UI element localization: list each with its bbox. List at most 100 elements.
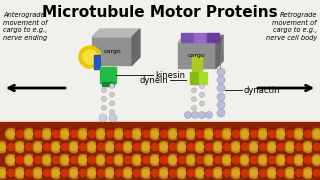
Circle shape	[124, 169, 132, 177]
Circle shape	[86, 168, 98, 179]
Circle shape	[61, 130, 68, 138]
Circle shape	[160, 130, 168, 138]
Circle shape	[99, 114, 107, 122]
Circle shape	[204, 141, 214, 152]
Circle shape	[191, 88, 196, 93]
Circle shape	[33, 141, 44, 152]
Circle shape	[205, 111, 212, 118]
Circle shape	[293, 129, 305, 140]
Circle shape	[114, 129, 124, 140]
Circle shape	[196, 156, 204, 164]
Circle shape	[195, 168, 205, 179]
Circle shape	[177, 154, 188, 165]
Text: Microtubule Motor Proteins: Microtubule Motor Proteins	[42, 5, 278, 20]
Circle shape	[217, 101, 225, 109]
Circle shape	[116, 143, 123, 151]
Circle shape	[284, 129, 295, 140]
Circle shape	[42, 129, 52, 140]
Circle shape	[260, 169, 267, 177]
Circle shape	[277, 143, 284, 151]
Circle shape	[251, 130, 258, 138]
Circle shape	[302, 168, 314, 179]
Circle shape	[60, 154, 70, 165]
Bar	[192, 56, 202, 72]
Circle shape	[199, 84, 204, 89]
Circle shape	[188, 156, 195, 164]
Text: kinesin: kinesin	[155, 71, 185, 80]
Circle shape	[258, 129, 268, 140]
Circle shape	[167, 168, 179, 179]
Circle shape	[61, 156, 68, 164]
Circle shape	[79, 156, 87, 164]
Bar	[207, 33, 219, 42]
Circle shape	[151, 156, 159, 164]
Circle shape	[88, 130, 96, 138]
Circle shape	[132, 168, 142, 179]
Circle shape	[230, 129, 242, 140]
Circle shape	[304, 130, 312, 138]
Circle shape	[133, 169, 140, 177]
Circle shape	[158, 168, 170, 179]
Circle shape	[77, 141, 89, 152]
Circle shape	[268, 169, 276, 177]
Circle shape	[140, 154, 151, 165]
Circle shape	[276, 141, 286, 152]
Circle shape	[23, 168, 35, 179]
Circle shape	[217, 76, 225, 84]
Circle shape	[142, 169, 149, 177]
Circle shape	[232, 156, 240, 164]
Circle shape	[177, 129, 188, 140]
Circle shape	[105, 168, 116, 179]
Circle shape	[179, 169, 186, 177]
Circle shape	[179, 143, 186, 151]
Circle shape	[79, 169, 87, 177]
Circle shape	[95, 141, 107, 152]
Circle shape	[77, 129, 89, 140]
Circle shape	[14, 141, 26, 152]
Circle shape	[205, 130, 212, 138]
Circle shape	[186, 154, 196, 165]
Circle shape	[51, 168, 61, 179]
Bar	[190, 72, 198, 84]
Text: dynactin: dynactin	[244, 86, 281, 94]
Circle shape	[188, 169, 195, 177]
Circle shape	[101, 88, 107, 93]
Circle shape	[7, 169, 15, 177]
Circle shape	[149, 154, 161, 165]
Circle shape	[25, 143, 33, 151]
Circle shape	[167, 154, 179, 165]
Circle shape	[101, 96, 107, 102]
Circle shape	[223, 143, 231, 151]
Circle shape	[251, 143, 258, 151]
Circle shape	[258, 154, 268, 165]
Circle shape	[196, 143, 204, 151]
Circle shape	[251, 156, 258, 164]
Text: Anterograde
movement of
cargo to e.g.,
nerve ending: Anterograde movement of cargo to e.g., n…	[3, 12, 47, 41]
Circle shape	[293, 154, 305, 165]
Circle shape	[61, 143, 68, 151]
Circle shape	[7, 156, 15, 164]
Circle shape	[149, 168, 161, 179]
Circle shape	[232, 130, 240, 138]
Circle shape	[23, 154, 35, 165]
Circle shape	[169, 169, 177, 177]
Circle shape	[35, 130, 42, 138]
Circle shape	[83, 50, 97, 64]
Circle shape	[14, 129, 26, 140]
Circle shape	[217, 84, 225, 92]
Circle shape	[114, 168, 124, 179]
Circle shape	[302, 129, 314, 140]
Circle shape	[160, 169, 168, 177]
Circle shape	[77, 154, 89, 165]
Circle shape	[277, 130, 284, 138]
Circle shape	[241, 169, 249, 177]
Circle shape	[124, 156, 132, 164]
Circle shape	[79, 46, 101, 68]
Circle shape	[260, 143, 267, 151]
Circle shape	[158, 141, 170, 152]
Circle shape	[167, 141, 179, 152]
Circle shape	[212, 141, 223, 152]
Circle shape	[217, 109, 225, 117]
Circle shape	[133, 130, 140, 138]
Circle shape	[249, 168, 260, 179]
